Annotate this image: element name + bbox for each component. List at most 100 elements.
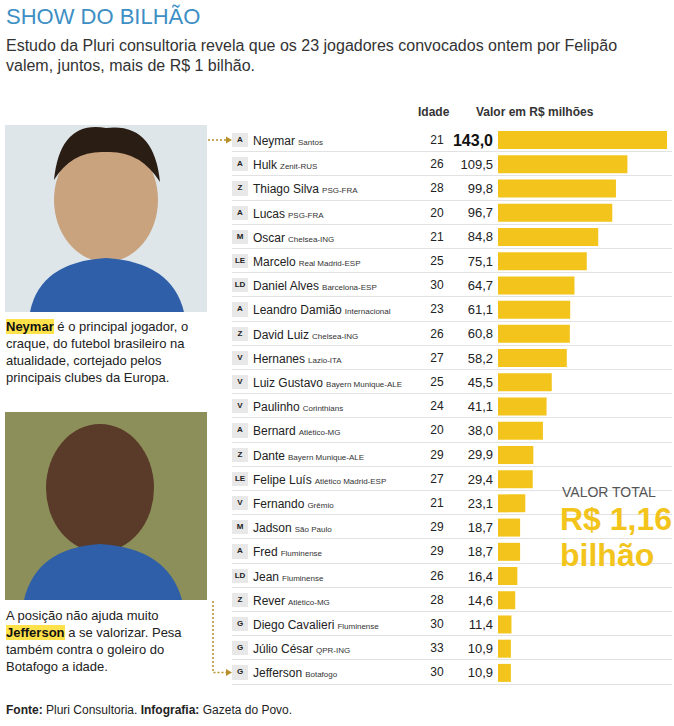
html-text:Fernando Grêmio: Fernando Grêmio <box>253 497 334 511</box>
html-text:V: V <box>237 352 243 362</box>
svg-text:16,4: 16,4 <box>468 569 493 584</box>
html-text:30: 30 <box>430 617 444 631</box>
svg-text:96,7: 96,7 <box>468 205 493 220</box>
html-text:Lucas PSG-FRA: Lucas PSG-FRA <box>253 206 324 221</box>
html-text:27: 27 <box>430 471 444 486</box>
html-text:30: 30 <box>430 278 444 293</box>
svg-text:109,5: 109,5 <box>460 157 493 172</box>
html-text:Dante Bayern Munique-ALE: Dante Bayern Munique-ALE <box>253 448 365 463</box>
html-text:25: 25 <box>430 254 444 268</box>
html-text:Leandro Damião Internacional: Leandro Damião Internacional <box>253 303 391 318</box>
html-text:20: 20 <box>430 205 444 220</box>
html-text:A: A <box>237 425 243 435</box>
html-text:29: 29 <box>430 447 444 462</box>
html-text:SHOW DO BILHÃO: SHOW DO BILHÃO <box>6 4 201 29</box>
svg-text:75,1: 75,1 <box>468 254 493 269</box>
html-text:29: 29 <box>430 520 444 535</box>
html-text:28: 28 <box>430 181 444 196</box>
html-text:Júlio César QPR-ING: Júlio César QPR-ING <box>253 642 351 657</box>
svg-text:14,6: 14,6 <box>468 593 493 608</box>
html-text:Oscar Chelsea-ING: Oscar Chelsea-ING <box>253 230 335 245</box>
html-text:26: 26 <box>430 568 444 583</box>
html-text:G: G <box>236 643 244 653</box>
html-text:A: A <box>237 304 243 314</box>
html-text:M: M <box>236 231 244 241</box>
html-text:Felipe Luís Atlético Madrid-ES: Felipe Luís Atlético Madrid-ESP <box>253 472 387 487</box>
svg-text:18,7: 18,7 <box>468 520 493 535</box>
html-text:G: G <box>236 619 244 628</box>
html-text:A posição não ajuda muito: A posição não ajuda muito <box>6 608 159 623</box>
html-text:Z: Z <box>237 449 243 459</box>
html-text:27: 27 <box>430 350 444 365</box>
html-text:LD: LD <box>234 280 246 290</box>
html-text:Neymar Santos: Neymar Santos <box>253 134 323 148</box>
html-text:Paulinho Corinthians: Paulinho Corinthians <box>253 400 344 415</box>
html-text:Jefferson Botafogo: Jefferson Botafogo <box>253 666 338 681</box>
html-text:A: A <box>237 135 243 144</box>
html-text:29: 29 <box>430 544 444 559</box>
html-text:20: 20 <box>430 423 444 438</box>
html-text:R$ 1,16: R$ 1,16 <box>560 501 673 537</box>
html-text:Valor em R$ milhões: Valor em R$ milhões <box>476 105 594 119</box>
html-text:David Luiz Chelsea-ING: David Luiz Chelsea-ING <box>253 327 359 342</box>
svg-text:23,1: 23,1 <box>468 496 493 511</box>
html-text:Jefferson a se valorizar. Pesa: Jefferson a se valorizar. Pesa também co… <box>6 625 182 674</box>
svg-text:64,7: 64,7 <box>468 278 493 293</box>
svg-text:11,4: 11,4 <box>469 617 493 632</box>
svg-text:45,5: 45,5 <box>468 375 493 390</box>
html-text:Hulk Zenit-RUS: Hulk Zenit-RUS <box>253 158 318 173</box>
html-text:Z: Z <box>237 183 243 193</box>
svg-text:58,2: 58,2 <box>468 351 493 366</box>
html-text:LE: LE <box>234 473 246 483</box>
svg-text:41,1: 41,1 <box>468 399 493 414</box>
html-text:Jean Fluminense: Jean Fluminense <box>253 569 324 584</box>
html-text:LD: LD <box>234 570 246 580</box>
html-text:28: 28 <box>430 592 444 607</box>
html-text:26: 26 <box>430 326 444 341</box>
svg-text:38,0: 38,0 <box>468 423 493 438</box>
html-text:21: 21 <box>430 496 444 510</box>
html-text:30: 30 <box>430 665 444 680</box>
html-text:Neymar é o principal jogador,: Neymar é o principal jogador, o craque, … <box>6 319 189 385</box>
html-text:23: 23 <box>430 302 444 317</box>
html-text:Luiz Gustavo Bayern Munique-AL: Luiz Gustavo Bayern Munique-ALE <box>253 376 403 390</box>
html-text:Z: Z <box>237 328 243 338</box>
html-text:21: 21 <box>430 229 444 244</box>
svg-text:10,9: 10,9 <box>468 665 493 680</box>
html-text:Rever Atlético-MG: Rever Atlético-MG <box>253 593 330 608</box>
svg-text:143,0: 143,0 <box>453 132 493 149</box>
html-text:V: V <box>237 377 243 386</box>
svg-text:18,7: 18,7 <box>468 544 493 559</box>
html-text:Fred Fluminense: Fred Fluminense <box>253 545 322 560</box>
html-text:Diego Cavalieri Fluminense: Diego Cavalieri Fluminense <box>253 618 379 632</box>
html-text:VALOR TOTAL: VALOR TOTAL <box>562 484 656 500</box>
html-text:A: A <box>237 159 243 169</box>
html-text:Estudo da Pluri consultoria re: Estudo da Pluri consultoria revela que o… <box>6 37 617 74</box>
html-text:G: G <box>236 667 244 677</box>
html-text:25: 25 <box>430 375 444 389</box>
html-text:21: 21 <box>430 133 444 147</box>
html-text:Bernard Atlético-MG: Bernard Atlético-MG <box>253 424 341 439</box>
svg-text:29,9: 29,9 <box>468 447 493 462</box>
html-text:33: 33 <box>430 641 444 656</box>
svg-text:60,8: 60,8 <box>468 326 493 341</box>
svg-text:29,4: 29,4 <box>468 472 493 487</box>
html-text:M: M <box>236 522 244 532</box>
svg-text:10,9: 10,9 <box>468 641 493 656</box>
html-text:LE: LE <box>234 256 246 265</box>
html-text:Idade: Idade <box>418 105 450 119</box>
html-text:bilhão: bilhão <box>560 537 655 573</box>
html-text:A: A <box>237 207 243 217</box>
html-text:26: 26 <box>430 157 444 172</box>
html-text:24: 24 <box>430 399 444 414</box>
svg-text:84,8: 84,8 <box>468 229 493 244</box>
svg-text:99,8: 99,8 <box>468 181 493 196</box>
html-text:Thiago Silva PSG-FRA: Thiago Silva PSG-FRA <box>253 182 358 197</box>
html-text:Daniel Alves Barcelona-ESP: Daniel Alves Barcelona-ESP <box>253 279 377 294</box>
html-text:V: V <box>237 401 243 411</box>
html-text:Marcelo Real Madrid-ESP: Marcelo Real Madrid-ESP <box>253 255 361 269</box>
html-text:Jadson São Paulo: Jadson São Paulo <box>253 521 332 536</box>
html-text:Hernanes Lazio-ITA: Hernanes Lazio-ITA <box>253 351 342 366</box>
html-text:Fonte: Pluri Consultoria. Info: Fonte: Pluri Consultoria. Infografia: Ga… <box>6 703 293 717</box>
svg-text:61,1: 61,1 <box>468 302 493 317</box>
